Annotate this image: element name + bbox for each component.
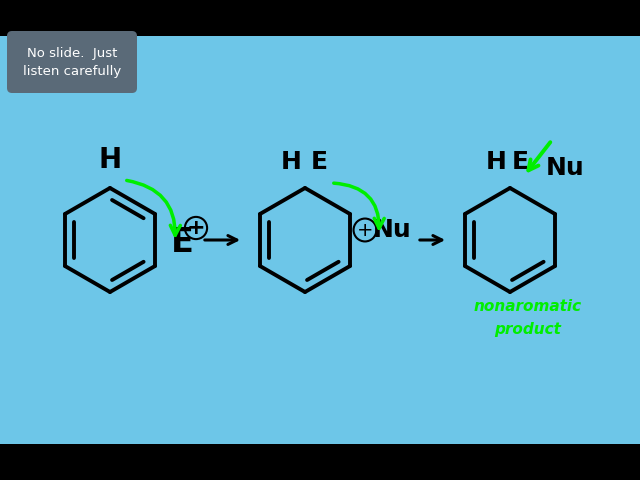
FancyBboxPatch shape [7, 31, 137, 93]
Bar [0, 36, 640, 444]
Bar [0, 444, 640, 480]
Text: H: H [280, 150, 301, 174]
Text: E: E [511, 150, 529, 174]
Text: H: H [486, 150, 506, 174]
Text: Nu: Nu [372, 218, 412, 242]
Text: E: E [310, 150, 328, 174]
Text: +: + [356, 220, 373, 240]
Text: H: H [99, 146, 122, 174]
Text: nonaromatic
product: nonaromatic product [474, 300, 582, 336]
Text: E: E [171, 227, 193, 260]
Text: Nu: Nu [546, 156, 584, 180]
Text: No slide.  Just
listen carefully: No slide. Just listen carefully [23, 47, 121, 77]
Text: +: + [187, 218, 205, 238]
Bar [0, 0, 640, 36]
